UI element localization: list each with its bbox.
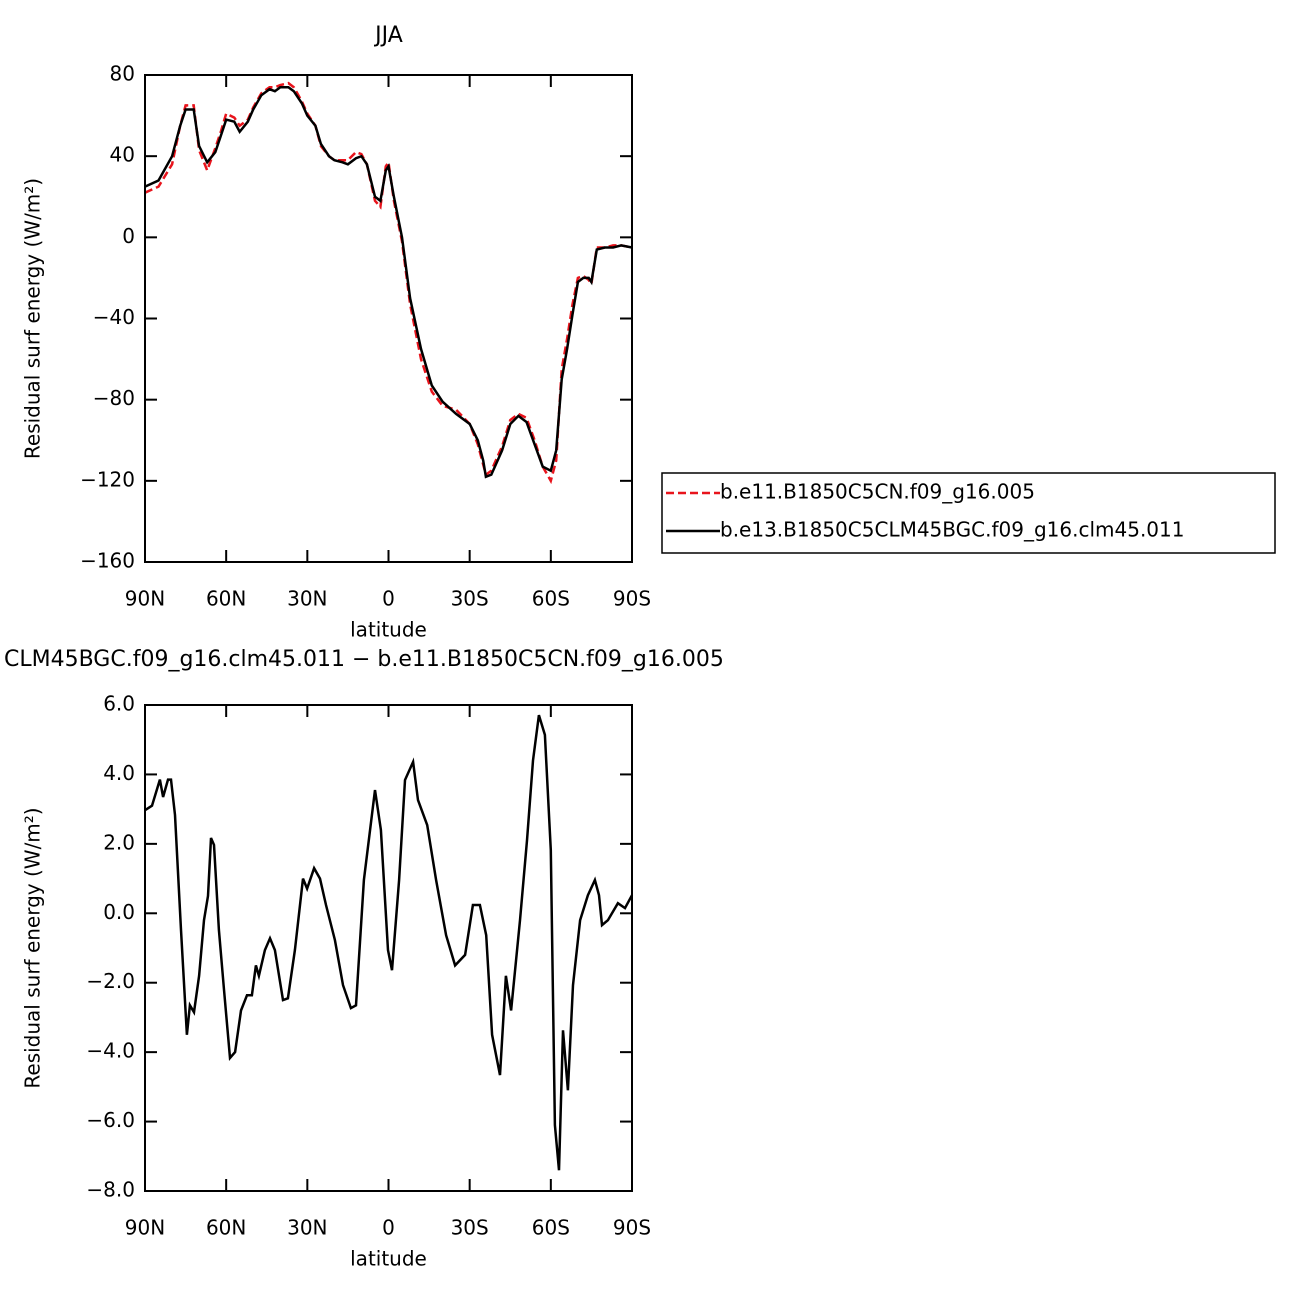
- y-tick-label: 80: [110, 62, 135, 86]
- y-tick-label: −6.0: [86, 1108, 135, 1132]
- chart-title: CLM45BGC.f09_g16.clm45.011 − b.e11.B1850…: [4, 647, 724, 672]
- x-tick-label: 30N: [287, 1216, 327, 1240]
- y-tick-label: 4.0: [103, 761, 135, 785]
- plot-frame: [144, 74, 633, 563]
- x-tick-label: 90N: [125, 587, 165, 611]
- y-tick-label: −40: [93, 305, 135, 329]
- y-tick-label: −160: [80, 549, 135, 573]
- y-tick-label: −8.0: [86, 1178, 135, 1202]
- data-line: [144, 714, 634, 1171]
- x-tick-label: 0: [382, 1216, 395, 1240]
- x-tick-label: 30S: [451, 1216, 489, 1240]
- x-tick-label: 90S: [613, 1216, 651, 1240]
- y-tick-label: 0: [122, 224, 135, 248]
- y-tick-label: −120: [80, 467, 135, 491]
- x-tick-label: 60S: [532, 1216, 570, 1240]
- y-tick-label: 2.0: [103, 830, 135, 854]
- y-tick-label: −2.0: [86, 969, 135, 993]
- y-tick-label: 6.0: [103, 692, 135, 716]
- y-axis-label: Residual surf energy (W/m²): [21, 807, 45, 1088]
- y-axis-label: Residual surf energy (W/m²): [21, 178, 45, 459]
- x-axis-label: latitude: [350, 618, 427, 642]
- x-tick-label: 90N: [125, 1216, 165, 1240]
- data-line: [144, 85, 633, 479]
- chart-title: JJA: [373, 23, 403, 48]
- y-tick-label: −4.0: [86, 1039, 135, 1063]
- x-tick-label: 60S: [532, 587, 570, 611]
- legend-box: [661, 472, 1276, 554]
- x-tick-label: 30S: [451, 587, 489, 611]
- x-tick-label: 90S: [613, 587, 651, 611]
- plot-frame: [144, 704, 633, 1192]
- x-tick-label: 30N: [287, 587, 327, 611]
- y-tick-label: −80: [93, 386, 135, 410]
- legend-label: b.e11.B1850C5CN.f09_g16.005: [720, 480, 1035, 504]
- x-tick-label: 60N: [206, 587, 246, 611]
- legend-label: b.e13.B1850C5CLM45BGC.f09_g16.clm45.011: [720, 518, 1184, 542]
- x-axis-label: latitude: [350, 1247, 427, 1271]
- y-tick-label: 40: [110, 143, 135, 167]
- y-tick-label: 0.0: [103, 900, 135, 924]
- x-tick-label: 60N: [206, 1216, 246, 1240]
- x-tick-label: 0: [382, 587, 395, 611]
